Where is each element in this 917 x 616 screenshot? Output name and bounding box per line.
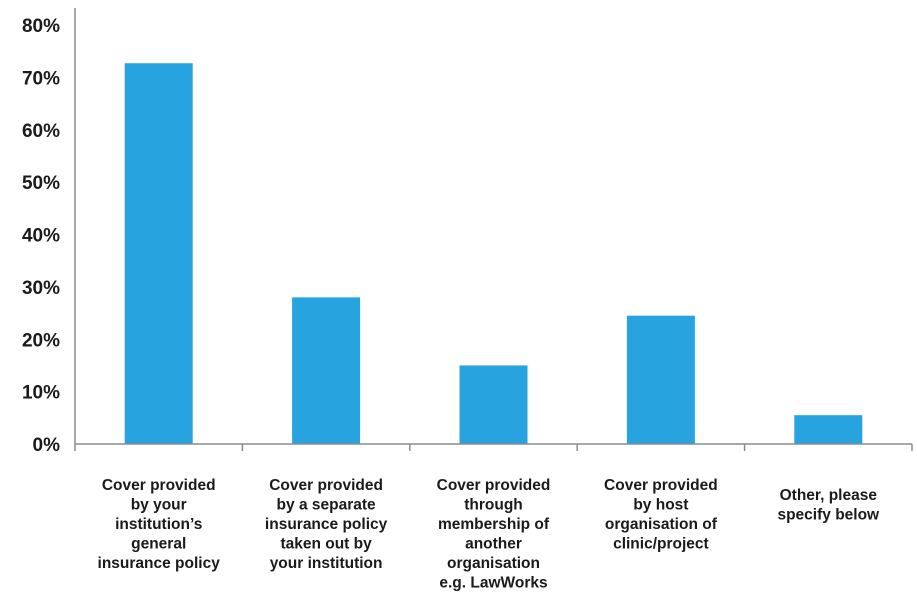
x-category-label: Cover provided through membership of anothe… bbox=[437, 477, 551, 592]
y-tick-label: 10% bbox=[22, 383, 60, 404]
bar bbox=[292, 297, 361, 444]
y-tick-label: 0% bbox=[33, 435, 61, 456]
y-tick-label: 70% bbox=[22, 68, 60, 89]
y-tick-label: 50% bbox=[22, 173, 60, 194]
y-axis-ticks: 0% 10% 20% 30% 40% 50% 60% 70% 80% bbox=[22, 16, 60, 456]
y-tick-label: 20% bbox=[22, 330, 60, 351]
x-category-label: Other, please specify below bbox=[777, 487, 880, 524]
y-tick-label: 80% bbox=[22, 16, 60, 37]
y-tick-label: 40% bbox=[22, 226, 60, 247]
bar bbox=[124, 63, 193, 444]
x-category-label: Cover provided by host organisation of clin… bbox=[604, 477, 718, 553]
bar bbox=[459, 365, 528, 444]
x-category-label: Cover provided by a separate insurance pol… bbox=[265, 477, 388, 572]
bars bbox=[124, 63, 863, 444]
bar bbox=[626, 315, 695, 444]
bar bbox=[794, 415, 863, 444]
y-tick-label: 30% bbox=[22, 278, 60, 299]
x-category-label: Cover provided by your institution’s genera… bbox=[98, 477, 221, 572]
x-axis-ticks bbox=[74, 444, 913, 451]
y-tick-label: 60% bbox=[22, 121, 60, 142]
x-axis-labels: Cover provided by your institution’s genera… bbox=[98, 477, 881, 592]
